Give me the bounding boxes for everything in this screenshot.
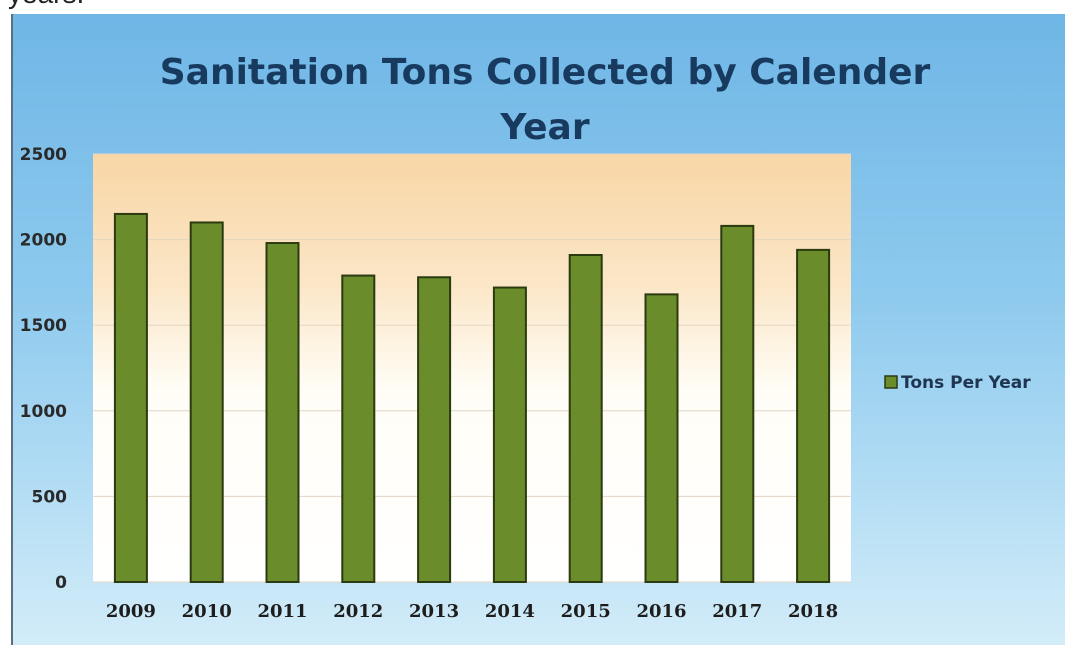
y-tick-label: 1000 xyxy=(20,402,67,422)
chart-title-line-1: Sanitation Tons Collected by Calender xyxy=(160,52,931,93)
chart-title-line-2: Year xyxy=(499,107,589,148)
bar-2009 xyxy=(113,212,148,583)
bar-2010 xyxy=(189,221,224,583)
y-tick-label: 500 xyxy=(32,487,68,507)
y-tick-label: 1500 xyxy=(20,316,67,336)
x-tick-label: 2011 xyxy=(257,601,307,622)
x-tick-label: 2009 xyxy=(106,601,156,622)
y-tick-label: 0 xyxy=(55,573,67,593)
bar-2017 xyxy=(720,224,755,584)
legend-swatch xyxy=(884,375,898,389)
bar-chart: 0 500 1000 1500 2000 2500 2009 2010 2011 2012 201… xyxy=(20,52,1032,622)
x-tick-label: 2017 xyxy=(712,601,762,622)
bar-2014 xyxy=(492,286,527,583)
bar-2013 xyxy=(417,276,452,583)
bar-2012 xyxy=(341,274,376,583)
x-tick-label: 2014 xyxy=(485,601,535,622)
x-tick-label: 2010 xyxy=(182,601,232,622)
bar-2015 xyxy=(568,254,603,583)
x-tick-label: 2013 xyxy=(409,601,459,622)
legend: Tons Per Year xyxy=(884,373,1031,393)
chart-slide: 0 500 1000 1500 2000 2500 2009 2010 2011 2012 201… xyxy=(11,14,1065,645)
top-caption-text: years. xyxy=(8,0,84,10)
y-tick-label: 2500 xyxy=(20,145,67,165)
bar-2018 xyxy=(796,248,831,583)
x-tick-label: 2016 xyxy=(636,601,686,622)
bar-2011 xyxy=(265,242,300,584)
x-tick-label: 2015 xyxy=(561,601,611,622)
x-tick-label: 2012 xyxy=(333,601,383,622)
y-tick-label: 2000 xyxy=(20,231,67,251)
x-tick-label: 2018 xyxy=(788,601,838,622)
legend-label: Tons Per Year xyxy=(901,373,1031,393)
bar-2016 xyxy=(644,293,679,583)
